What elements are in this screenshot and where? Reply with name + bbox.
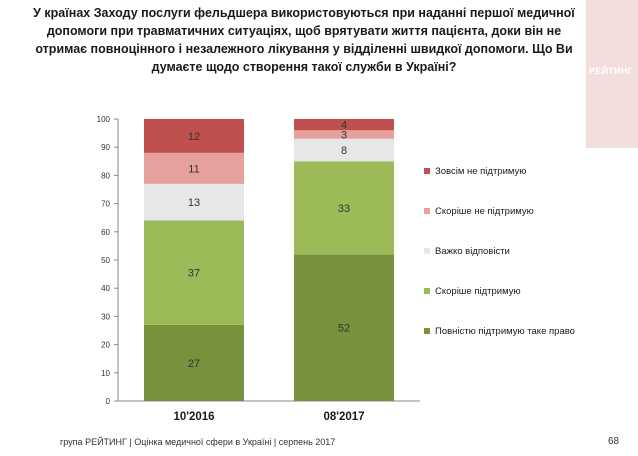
legend-swatch [424, 208, 430, 214]
legend-label: Важко відповісти [435, 246, 510, 257]
y-tick-label: 0 [106, 397, 111, 406]
y-tick-label: 100 [97, 115, 111, 124]
bar-segment [144, 119, 244, 153]
x-category-label: 10'2016 [173, 411, 214, 423]
bar-segment [294, 254, 394, 401]
legend-swatch [424, 288, 430, 294]
page-title: У країнах Заходу послуги фельдшера викор… [33, 6, 575, 74]
bar-segment [144, 183, 244, 221]
logo-background [586, 0, 638, 148]
footer-source: група РЕЙТИНГ | Оцінка медичної сфери в … [60, 437, 336, 447]
y-tick-label: 20 [101, 341, 110, 350]
legend-label: Скоріше не підтримую [435, 206, 534, 217]
bar-segment [144, 152, 244, 184]
legend-label: Скоріше підтримую [435, 286, 521, 297]
bar-value-label: 8 [341, 145, 347, 157]
legend-swatch [424, 248, 430, 254]
bar-value-label: 13 [188, 197, 200, 209]
y-tick-label: 30 [101, 312, 110, 321]
bar-value-label: 3 [341, 130, 347, 142]
bar-segment [294, 138, 394, 162]
bar-segment [294, 161, 394, 255]
bar-segment [144, 324, 244, 401]
y-tick-label: 40 [101, 284, 110, 293]
legend-label: Повністю підтримую таке право [435, 326, 575, 337]
y-tick-label: 10 [101, 369, 110, 378]
x-category-label: 08'2017 [323, 411, 364, 423]
y-tick-label: 60 [101, 228, 110, 237]
bar-value-label: 27 [188, 358, 200, 370]
logo-text: РЕЙТИНГ [588, 66, 634, 76]
page-number: 68 [608, 436, 620, 447]
y-tick-label: 70 [101, 200, 110, 209]
bar-value-label: 4 [341, 120, 347, 132]
legend-label: Зовсім не підтримую [435, 166, 526, 177]
bar-value-label: 33 [338, 203, 350, 215]
bar-value-label: 37 [188, 268, 200, 280]
y-tick-label: 80 [101, 171, 110, 180]
legend-swatch [424, 328, 430, 334]
bar-segment [144, 220, 244, 325]
bar-value-label: 52 [338, 323, 350, 335]
bar-segment [294, 130, 394, 139]
bar-value-label: 12 [188, 131, 200, 143]
legend-swatch [424, 168, 430, 174]
bar-value-label: 11 [188, 163, 199, 175]
bar-segment [294, 119, 394, 131]
y-tick-label: 90 [101, 143, 110, 152]
y-tick-label: 50 [101, 256, 110, 265]
